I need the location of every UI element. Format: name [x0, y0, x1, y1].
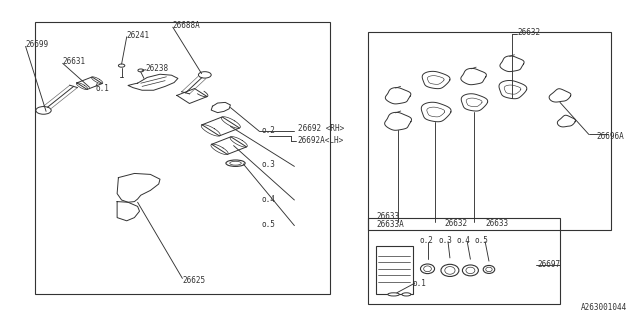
Text: 26632: 26632: [445, 220, 468, 228]
Text: o.3: o.3: [261, 160, 275, 169]
Polygon shape: [117, 202, 140, 221]
Text: 26696A: 26696A: [596, 132, 624, 140]
Polygon shape: [117, 173, 160, 202]
Ellipse shape: [388, 293, 399, 296]
Polygon shape: [500, 56, 524, 72]
Text: 26633: 26633: [485, 220, 508, 228]
Text: o.1: o.1: [413, 279, 427, 288]
Bar: [368, 32, 611, 230]
Bar: [376, 246, 413, 294]
Text: 26241: 26241: [127, 31, 150, 40]
Text: 26688A: 26688A: [173, 21, 200, 30]
Ellipse shape: [420, 264, 435, 274]
Polygon shape: [549, 89, 571, 102]
Polygon shape: [385, 112, 412, 130]
Polygon shape: [461, 94, 488, 111]
Text: o.5: o.5: [474, 236, 488, 245]
Bar: [35, 22, 330, 294]
Text: o.2: o.2: [261, 126, 275, 135]
Text: 26633A: 26633A: [376, 220, 404, 229]
Text: o.2: o.2: [420, 236, 434, 245]
Text: o.3: o.3: [438, 236, 452, 245]
Polygon shape: [77, 77, 102, 89]
Text: o.4: o.4: [261, 195, 275, 204]
Text: 26625: 26625: [182, 276, 205, 285]
Polygon shape: [212, 137, 246, 154]
Text: o.5: o.5: [261, 220, 275, 229]
Text: 26633: 26633: [376, 212, 399, 221]
Text: o.4: o.4: [456, 236, 470, 245]
Polygon shape: [421, 102, 451, 122]
Text: 26697: 26697: [538, 260, 561, 269]
Bar: [368, 218, 560, 304]
Text: 26699: 26699: [26, 40, 49, 49]
Polygon shape: [461, 68, 486, 85]
Text: 26692A<LH>: 26692A<LH>: [298, 136, 344, 145]
Polygon shape: [422, 71, 450, 89]
Ellipse shape: [483, 266, 495, 273]
Ellipse shape: [441, 264, 459, 276]
Text: 26238: 26238: [146, 64, 169, 73]
Text: A263001044: A263001044: [581, 303, 627, 312]
Polygon shape: [128, 74, 178, 90]
Text: 26692 <RH>: 26692 <RH>: [298, 124, 344, 132]
Ellipse shape: [226, 160, 245, 166]
Polygon shape: [557, 115, 575, 127]
Polygon shape: [499, 81, 527, 99]
Polygon shape: [202, 117, 239, 136]
Ellipse shape: [402, 293, 411, 296]
Text: 26632: 26632: [517, 28, 540, 37]
Polygon shape: [177, 89, 207, 103]
Text: o.1: o.1: [96, 84, 110, 92]
Polygon shape: [385, 88, 411, 104]
Polygon shape: [211, 102, 230, 113]
Ellipse shape: [462, 265, 479, 276]
Text: 26631: 26631: [63, 57, 86, 66]
